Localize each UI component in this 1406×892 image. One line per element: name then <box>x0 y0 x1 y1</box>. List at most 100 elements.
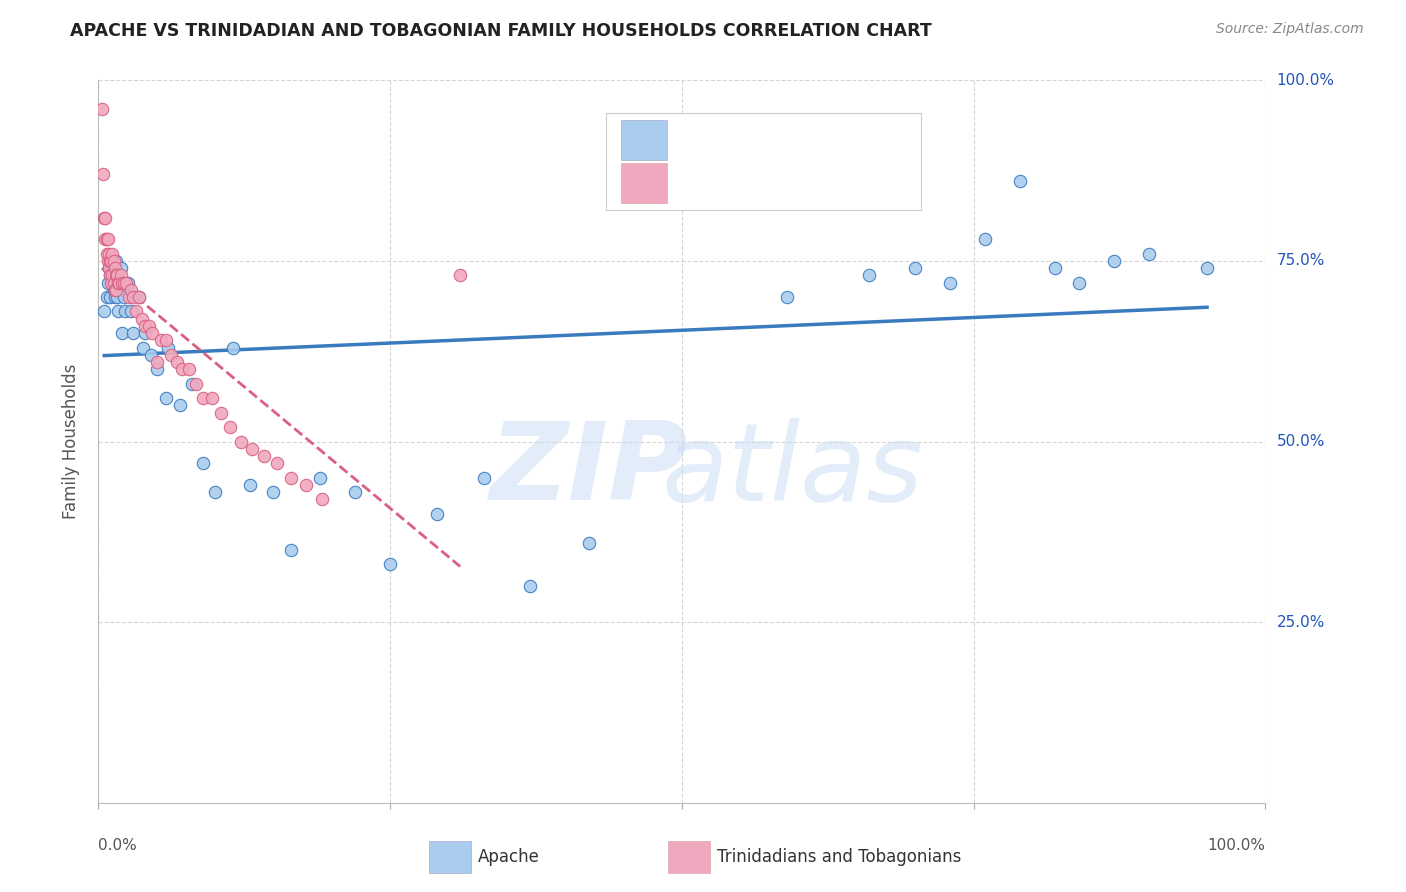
FancyBboxPatch shape <box>621 120 666 161</box>
Point <box>91 167 114 181</box>
Point <box>110 268 132 283</box>
Point <box>169 398 191 412</box>
Point <box>98 268 121 283</box>
Point <box>107 304 129 318</box>
Point <box>110 261 132 276</box>
Point <box>103 276 125 290</box>
Text: N =: N = <box>793 174 844 192</box>
Point <box>101 246 124 260</box>
Point <box>98 253 121 268</box>
Point <box>219 420 242 434</box>
Point <box>107 276 129 290</box>
Point <box>125 304 148 318</box>
Point <box>380 558 402 572</box>
Point <box>141 326 163 340</box>
Point <box>578 535 600 549</box>
FancyBboxPatch shape <box>621 163 666 203</box>
Point <box>90 102 112 116</box>
Point <box>344 485 367 500</box>
Point <box>221 341 243 355</box>
Point <box>100 261 122 276</box>
Point <box>186 376 208 391</box>
Point <box>104 268 127 283</box>
Point <box>103 253 125 268</box>
Point <box>97 261 120 276</box>
Point <box>242 442 264 456</box>
Text: Source: ZipAtlas.com: Source: ZipAtlas.com <box>1216 22 1364 37</box>
Point <box>115 276 138 290</box>
Point <box>112 276 135 290</box>
Point <box>229 434 252 449</box>
Point <box>776 290 799 304</box>
Point <box>904 261 927 276</box>
Point <box>132 341 155 355</box>
Point <box>449 268 471 283</box>
Point <box>134 326 156 340</box>
Point <box>253 449 276 463</box>
Point <box>108 276 131 290</box>
Point <box>122 326 145 340</box>
Point <box>104 253 127 268</box>
Text: 75.0%: 75.0% <box>1277 253 1324 268</box>
Text: 0.298: 0.298 <box>728 174 786 192</box>
Text: 0.0%: 0.0% <box>98 838 138 853</box>
Point <box>193 456 215 470</box>
Point <box>128 290 150 304</box>
Point <box>1045 261 1067 276</box>
Point <box>239 478 262 492</box>
Point <box>519 579 541 593</box>
Point <box>262 485 284 500</box>
FancyBboxPatch shape <box>668 841 710 873</box>
Point <box>114 304 136 318</box>
Point <box>166 355 188 369</box>
Point <box>134 318 156 333</box>
Point <box>111 326 134 340</box>
Point <box>104 261 127 276</box>
Point <box>98 268 121 283</box>
Point <box>103 261 125 276</box>
Point <box>104 290 127 304</box>
Point <box>120 304 142 318</box>
Point <box>280 470 302 484</box>
Text: 50.0%: 50.0% <box>1277 434 1324 449</box>
Point <box>97 276 120 290</box>
Point <box>193 391 215 405</box>
Point <box>118 290 141 304</box>
Point <box>150 334 173 348</box>
Point <box>93 304 115 318</box>
Y-axis label: Family Households: Family Households <box>62 364 80 519</box>
Text: 25.0%: 25.0% <box>1277 615 1324 630</box>
Point <box>122 290 145 304</box>
Point <box>209 406 232 420</box>
Point <box>96 246 118 260</box>
Point <box>96 232 118 246</box>
Point <box>266 456 288 470</box>
Point <box>104 268 127 283</box>
Point <box>101 268 124 283</box>
Point <box>155 391 177 405</box>
Point <box>105 290 128 304</box>
Text: R =: R = <box>679 174 717 192</box>
Point <box>100 276 122 290</box>
Point <box>157 341 180 355</box>
Point <box>1137 246 1160 260</box>
Point <box>939 276 962 290</box>
Text: Apache: Apache <box>478 848 540 866</box>
Point <box>108 276 131 290</box>
Text: ZIP: ZIP <box>489 417 688 524</box>
Point <box>180 376 202 391</box>
Point <box>426 507 449 521</box>
FancyBboxPatch shape <box>606 112 921 211</box>
Text: 100.0%: 100.0% <box>1277 73 1334 87</box>
Point <box>139 348 162 362</box>
Point <box>155 334 177 348</box>
Text: N =: N = <box>793 131 844 149</box>
Point <box>138 318 160 333</box>
Point <box>93 211 115 225</box>
Point <box>96 290 118 304</box>
Point <box>858 268 880 283</box>
Point <box>311 492 333 507</box>
Point <box>172 362 194 376</box>
Point <box>97 261 120 276</box>
Point <box>128 290 150 304</box>
